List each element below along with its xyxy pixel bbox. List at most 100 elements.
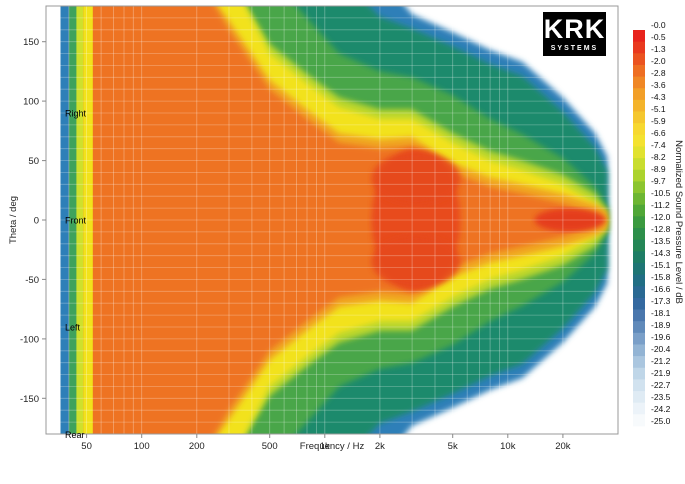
krk-logo: KRK SYSTEMS xyxy=(543,12,606,56)
x-tick-label: 100 xyxy=(134,441,150,452)
low-frequency-band-4 xyxy=(83,6,93,434)
colorbar-tick-label: -24.2 xyxy=(651,404,671,414)
colorbar-tick-label: -1.3 xyxy=(651,44,666,54)
colorbar-swatch xyxy=(633,414,645,427)
colorbar-tick-label: -13.5 xyxy=(651,236,671,246)
colorbar-swatch xyxy=(633,367,645,380)
x-tick-label: 10k xyxy=(500,441,516,452)
x-tick-label: 50 xyxy=(81,441,92,452)
low-frequency-band-0 xyxy=(46,6,61,434)
colorbar-swatch xyxy=(633,64,645,77)
colorbar-swatch xyxy=(633,274,645,287)
hot-spot-1 xyxy=(371,235,461,288)
colorbar-tick-label: -12.0 xyxy=(651,212,671,222)
colorbar-tick-label: -6.6 xyxy=(651,128,666,138)
y-tick-label: 150 xyxy=(23,37,39,48)
colorbar-swatch xyxy=(633,53,645,66)
colorbar-tick-label: -11.2 xyxy=(651,200,670,210)
colorbar-tick-label: -23.5 xyxy=(651,392,671,402)
y-tick-label: -150 xyxy=(20,394,39,405)
colorbar-label: Normalized Sound Pressure Level / dB xyxy=(673,140,684,304)
colorbar-swatch xyxy=(633,286,645,299)
colorbar-tick-label: -0.0 xyxy=(651,20,666,30)
colorbar-swatch xyxy=(633,111,645,124)
colorbar-tick-label: -19.6 xyxy=(651,332,671,342)
colorbar-swatch xyxy=(633,158,645,171)
y-tick-label: 0 xyxy=(34,216,39,227)
colorbar-swatch xyxy=(633,239,645,252)
colorbar-tick-label: -21.2 xyxy=(651,356,671,366)
direction-label-left: Left xyxy=(65,323,81,333)
colorbar-swatch xyxy=(633,332,645,345)
hot-spot-3 xyxy=(534,208,606,232)
colorbar-swatch xyxy=(633,181,645,194)
colorbar-tick-label: -10.5 xyxy=(651,188,671,198)
colorbar-swatch xyxy=(633,251,645,264)
colorbar-tick-label: -25.0 xyxy=(651,416,671,426)
colorbar-tick-label: -14.3 xyxy=(651,248,671,258)
colorbar-tick-label: -0.5 xyxy=(651,32,666,42)
colorbar-tick-label: -21.9 xyxy=(651,368,671,378)
colorbar-swatch xyxy=(633,262,645,275)
colorbar-swatch xyxy=(633,216,645,229)
y-axis-ticks: 150 100 50 0 -50 -100 -150 xyxy=(20,37,46,405)
y-tick-label: -50 xyxy=(25,275,39,286)
colorbar-tick-label: -3.6 xyxy=(651,80,666,90)
low-frequency-band-3 xyxy=(76,6,84,434)
heatmap-layer xyxy=(46,6,608,434)
colorbar-tick-label: -2.0 xyxy=(651,56,666,66)
x-tick-label: 1k xyxy=(320,441,330,452)
low-frequency-band-1 xyxy=(60,6,69,434)
colorbar-tick-label: -18.1 xyxy=(651,308,671,318)
colorbar-swatch xyxy=(633,356,645,369)
colorbar-swatch xyxy=(633,99,645,112)
x-tick-label: 5k xyxy=(448,441,458,452)
x-tick-label: 500 xyxy=(262,441,278,452)
logo-subtext: SYSTEMS xyxy=(550,45,599,52)
colorbar-tick-label: -5.1 xyxy=(651,104,666,114)
colorbar-swatch xyxy=(633,344,645,357)
colorbar-swatch xyxy=(633,146,645,159)
colorbar-tick-label: -15.8 xyxy=(651,272,671,282)
direction-label-rear: Rear xyxy=(65,430,85,440)
low-frequency-band-2 xyxy=(68,6,77,434)
direction-labels: Right Front Left Rear xyxy=(65,109,87,441)
colorbar-swatch xyxy=(633,379,645,392)
colorbar-tick-label: -12.8 xyxy=(651,224,671,234)
direction-label-front: Front xyxy=(65,216,87,226)
x-tick-label: 2k xyxy=(375,441,385,452)
colorbar-tick-label: -2.8 xyxy=(651,68,666,78)
colorbar-swatch xyxy=(633,204,645,217)
colorbar-tick-label: -17.3 xyxy=(651,296,671,306)
colorbar-tick-label: -4.3 xyxy=(651,92,666,102)
colorbar-swatch xyxy=(633,88,645,101)
colorbar-tick-label: -8.2 xyxy=(651,152,666,162)
colorbar-swatch xyxy=(633,309,645,322)
colorbar-tick-label: -15.1 xyxy=(651,260,671,270)
colorbar-tick-label: -8.9 xyxy=(651,164,666,174)
colorbar-tick-label: -16.6 xyxy=(651,284,671,294)
colorbar-swatch xyxy=(633,402,645,415)
colorbar-swatch xyxy=(633,193,645,206)
x-tick-label: 200 xyxy=(189,441,205,452)
colorbar-swatch xyxy=(633,76,645,89)
colorbar-swatch xyxy=(633,123,645,136)
y-axis-label: Theta / deg xyxy=(8,196,19,244)
grid-lines xyxy=(46,6,618,434)
colorbar-tick-label: -9.7 xyxy=(651,176,666,186)
colorbar-swatch xyxy=(633,41,645,54)
y-tick-label: -100 xyxy=(20,334,39,345)
direction-label-right: Right xyxy=(65,109,87,119)
colorbar-swatch xyxy=(633,30,645,43)
x-axis-label: Frequency / Hz xyxy=(300,441,365,452)
colorbar-swatch xyxy=(633,134,645,147)
logo-text: KRK xyxy=(543,14,606,44)
x-tick-label: 20k xyxy=(555,441,571,452)
x-axis-ticks: 50 100 200 500 1k 2k 5k 10k 20k xyxy=(81,434,571,452)
y-tick-label: 100 xyxy=(23,97,39,108)
colorbar-swatch xyxy=(633,391,645,404)
colorbar-tick-label: -18.9 xyxy=(651,320,671,330)
colorbar-tick-label: -20.4 xyxy=(651,344,671,354)
colorbar-tick-label: -22.7 xyxy=(651,380,671,390)
